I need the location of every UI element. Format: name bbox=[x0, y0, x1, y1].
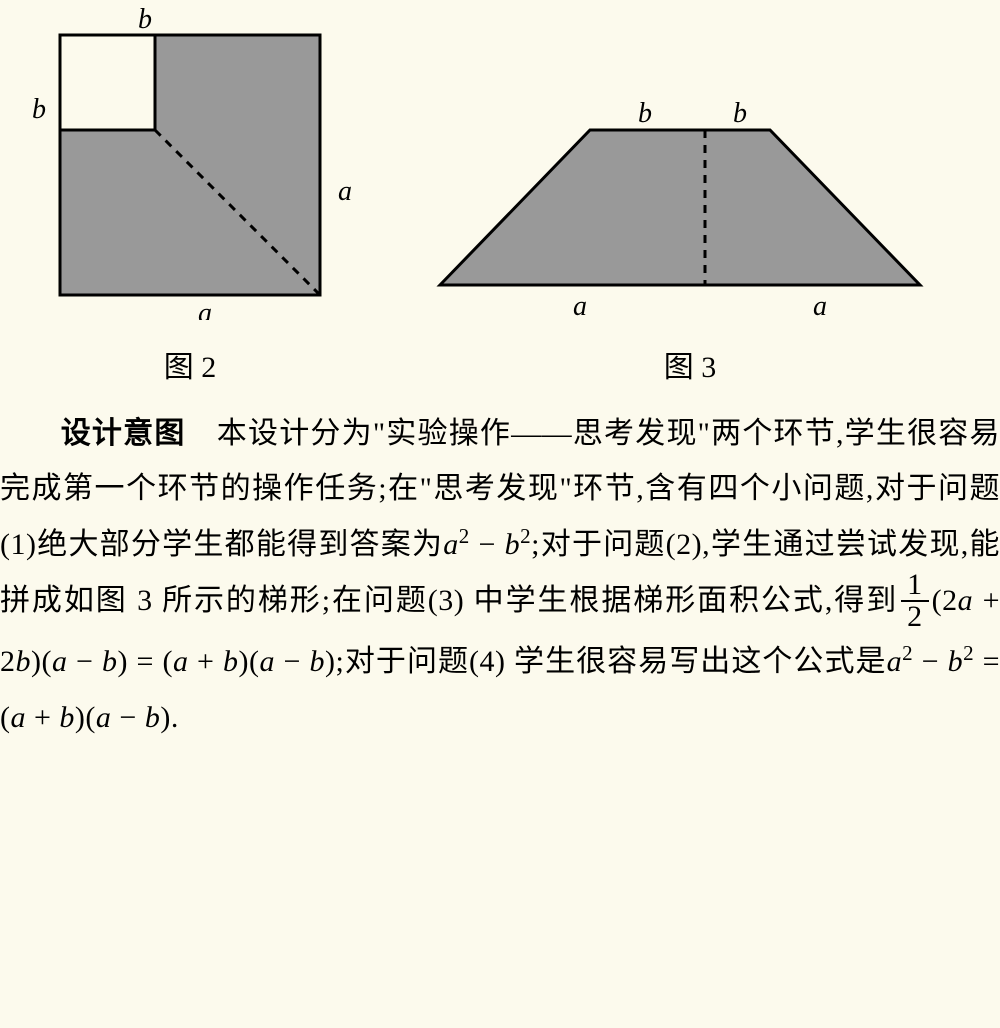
expr3-a2: a bbox=[11, 701, 27, 734]
expr3-close: ) bbox=[160, 701, 171, 734]
expr2-close2: ) bbox=[325, 645, 336, 678]
expr2-a2: a bbox=[52, 645, 68, 678]
frac-den: 2 bbox=[901, 602, 929, 632]
expr3-b2: b bbox=[59, 701, 75, 734]
expr3-sq1: 2 bbox=[902, 641, 913, 665]
expr2-2b: 2 bbox=[0, 645, 16, 678]
fig2-label-bottom-a: a bbox=[198, 298, 212, 320]
expr2-2a: 2 bbox=[942, 584, 958, 617]
expr2-open: ( bbox=[932, 584, 943, 617]
expr2-b4: b bbox=[310, 645, 326, 678]
para-text-d: . bbox=[171, 701, 179, 734]
expr2-a4: a bbox=[259, 645, 275, 678]
fig3-label-bottom-right-a: a bbox=[813, 291, 827, 320]
expr3-close-open: )( bbox=[75, 701, 96, 734]
expr2-minus2: − bbox=[275, 645, 310, 678]
expr3-sq2: 2 bbox=[963, 641, 974, 665]
fraction-half: 12 bbox=[901, 570, 929, 632]
expr3-minus: − bbox=[913, 645, 948, 678]
expr2-b: b bbox=[16, 645, 32, 678]
expr2-close-eq-open: ) = ( bbox=[118, 645, 173, 678]
figure-2-caption: 图 2 bbox=[164, 340, 217, 396]
fig3-label-top-left-b: b bbox=[638, 98, 652, 129]
expr1-a: a bbox=[443, 528, 459, 561]
expr2-minus: − bbox=[67, 645, 102, 678]
expr1-sq1: 2 bbox=[459, 524, 470, 548]
heading-design-intent: 设计意图 bbox=[60, 417, 186, 450]
expr2-b2: b bbox=[102, 645, 118, 678]
para-text-c: ;对于问题(4) 学生很容易写出这个公式是 bbox=[336, 645, 887, 678]
expr3-b: b bbox=[948, 645, 964, 678]
expr2-close-open2: )( bbox=[239, 645, 260, 678]
main-paragraph: 设计意图 本设计分为"实验操作——思考发现"两个环节,学生很容易完成第一个环节的… bbox=[0, 406, 1000, 746]
figure-2-block: b b a a 图 2 bbox=[0, 0, 380, 396]
expr3-a: a bbox=[887, 645, 903, 678]
expr2-plus2: + bbox=[188, 645, 223, 678]
expr1-b: b bbox=[505, 528, 521, 561]
expr3-b3: b bbox=[145, 701, 161, 734]
figure-3-svg: b b a a bbox=[390, 0, 990, 320]
fig2-label-left-b: b bbox=[32, 94, 46, 125]
fig3-label-bottom-left-a: a bbox=[573, 291, 587, 320]
expr3-a3: a bbox=[96, 701, 112, 734]
figures-row: b b a a 图 2 b b a a 图 3 bbox=[0, 0, 1000, 396]
figure-3-caption: 图 3 bbox=[664, 340, 717, 396]
expr2-b3: b bbox=[223, 645, 239, 678]
expr3-plus: + bbox=[26, 701, 59, 734]
fig2-label-right-a: a bbox=[338, 176, 352, 207]
expr1-sq2: 2 bbox=[520, 524, 531, 548]
figure-2-svg: b b a a bbox=[10, 0, 370, 320]
frac-num: 1 bbox=[901, 570, 929, 602]
expr2-a3: a bbox=[173, 645, 189, 678]
expr1-minus: − bbox=[470, 528, 505, 561]
fig3-label-top-right-b: b bbox=[733, 98, 747, 129]
expr2-plus: + bbox=[973, 584, 1000, 617]
expr3-minus2: − bbox=[111, 701, 144, 734]
expr2-close-open: )( bbox=[31, 645, 52, 678]
expr2-a: a bbox=[958, 584, 974, 617]
figure-3-block: b b a a 图 3 bbox=[380, 0, 1000, 396]
fig2-label-top-b: b bbox=[138, 4, 152, 35]
